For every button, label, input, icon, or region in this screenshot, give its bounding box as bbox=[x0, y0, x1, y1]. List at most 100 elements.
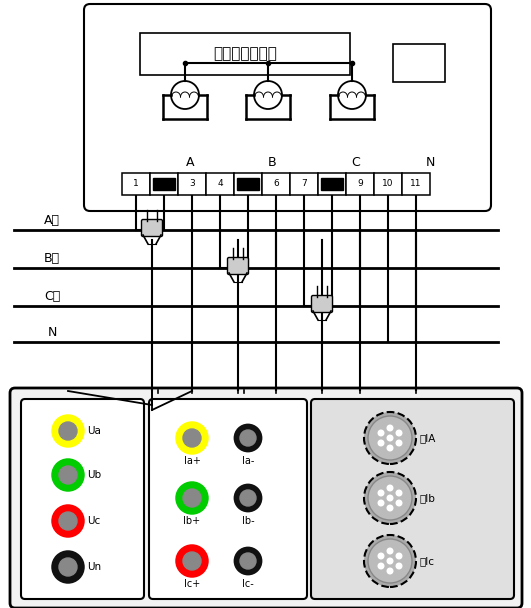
Text: 8: 8 bbox=[329, 179, 335, 188]
Bar bbox=[393, 44, 445, 82]
FancyBboxPatch shape bbox=[21, 399, 144, 599]
Circle shape bbox=[364, 535, 416, 587]
Bar bbox=[402, 173, 430, 195]
Circle shape bbox=[368, 476, 412, 520]
Circle shape bbox=[378, 500, 384, 506]
Text: 7: 7 bbox=[301, 179, 307, 188]
Circle shape bbox=[338, 81, 366, 109]
Circle shape bbox=[183, 429, 201, 447]
Circle shape bbox=[387, 445, 393, 451]
Circle shape bbox=[387, 558, 393, 564]
FancyBboxPatch shape bbox=[149, 399, 307, 599]
Circle shape bbox=[396, 490, 402, 496]
Circle shape bbox=[235, 425, 261, 451]
Text: B相: B相 bbox=[44, 252, 60, 265]
FancyBboxPatch shape bbox=[311, 399, 514, 599]
Circle shape bbox=[387, 425, 393, 431]
Text: B: B bbox=[268, 156, 276, 168]
Bar bbox=[150, 173, 178, 195]
Circle shape bbox=[177, 546, 207, 576]
FancyBboxPatch shape bbox=[141, 219, 162, 237]
Circle shape bbox=[59, 466, 77, 484]
Circle shape bbox=[171, 81, 199, 109]
Circle shape bbox=[396, 430, 402, 436]
Text: Ub: Ub bbox=[87, 470, 101, 480]
Text: C: C bbox=[352, 156, 361, 168]
Text: 钳IA: 钳IA bbox=[420, 433, 436, 443]
Text: Ia-: Ia- bbox=[242, 456, 254, 466]
Text: 2: 2 bbox=[161, 179, 167, 188]
Circle shape bbox=[240, 553, 256, 569]
Text: Ua: Ua bbox=[87, 426, 101, 436]
Bar bbox=[318, 173, 346, 195]
Text: N: N bbox=[47, 326, 57, 339]
Circle shape bbox=[183, 552, 201, 570]
Circle shape bbox=[396, 500, 402, 506]
Circle shape bbox=[240, 430, 256, 446]
Circle shape bbox=[387, 568, 393, 574]
Circle shape bbox=[396, 563, 402, 569]
Circle shape bbox=[53, 506, 83, 536]
Text: Ia+: Ia+ bbox=[184, 456, 200, 466]
Text: 11: 11 bbox=[410, 179, 422, 188]
Text: 9: 9 bbox=[357, 179, 363, 188]
Bar bbox=[206, 173, 234, 195]
Circle shape bbox=[378, 553, 384, 559]
Circle shape bbox=[364, 472, 416, 524]
Circle shape bbox=[59, 422, 77, 440]
Circle shape bbox=[177, 483, 207, 513]
Circle shape bbox=[254, 81, 282, 109]
Circle shape bbox=[387, 435, 393, 441]
Circle shape bbox=[177, 423, 207, 453]
Circle shape bbox=[368, 416, 412, 460]
Circle shape bbox=[387, 505, 393, 511]
Bar bbox=[346, 173, 374, 195]
Text: 6: 6 bbox=[273, 179, 279, 188]
Circle shape bbox=[387, 495, 393, 501]
Circle shape bbox=[59, 512, 77, 530]
Text: 10: 10 bbox=[382, 179, 394, 188]
Circle shape bbox=[364, 412, 416, 464]
Bar bbox=[178, 173, 206, 195]
Circle shape bbox=[59, 558, 77, 576]
Circle shape bbox=[378, 563, 384, 569]
Bar bbox=[140, 33, 350, 75]
FancyBboxPatch shape bbox=[227, 258, 249, 274]
FancyBboxPatch shape bbox=[10, 388, 522, 608]
Circle shape bbox=[368, 539, 412, 583]
Bar bbox=[237, 178, 259, 190]
Text: A相: A相 bbox=[44, 214, 60, 227]
Circle shape bbox=[235, 548, 261, 574]
Circle shape bbox=[235, 485, 261, 511]
Circle shape bbox=[396, 553, 402, 559]
Circle shape bbox=[53, 460, 83, 490]
Circle shape bbox=[378, 490, 384, 496]
Bar bbox=[262, 173, 290, 195]
Circle shape bbox=[387, 485, 393, 491]
Circle shape bbox=[53, 552, 83, 582]
Circle shape bbox=[240, 490, 256, 506]
Circle shape bbox=[387, 548, 393, 554]
Text: 三相四线电能表: 三相四线电能表 bbox=[213, 46, 277, 61]
Bar bbox=[234, 173, 262, 195]
Text: 4: 4 bbox=[217, 179, 223, 188]
Text: Ib+: Ib+ bbox=[183, 516, 201, 526]
Circle shape bbox=[53, 416, 83, 446]
Text: 1: 1 bbox=[133, 179, 139, 188]
Text: 钳Ib: 钳Ib bbox=[420, 493, 436, 503]
Bar bbox=[153, 178, 175, 190]
Circle shape bbox=[183, 489, 201, 507]
Text: 5: 5 bbox=[245, 179, 251, 188]
Circle shape bbox=[378, 440, 384, 446]
Text: Ib-: Ib- bbox=[242, 516, 254, 526]
Bar bbox=[122, 173, 150, 195]
Text: Ic-: Ic- bbox=[242, 579, 254, 589]
Text: Ic+: Ic+ bbox=[184, 579, 200, 589]
FancyBboxPatch shape bbox=[312, 295, 332, 313]
Bar bbox=[321, 178, 343, 190]
Text: N: N bbox=[425, 156, 435, 168]
Circle shape bbox=[378, 430, 384, 436]
Text: Uc: Uc bbox=[87, 516, 100, 526]
Bar bbox=[290, 173, 318, 195]
Circle shape bbox=[396, 440, 402, 446]
